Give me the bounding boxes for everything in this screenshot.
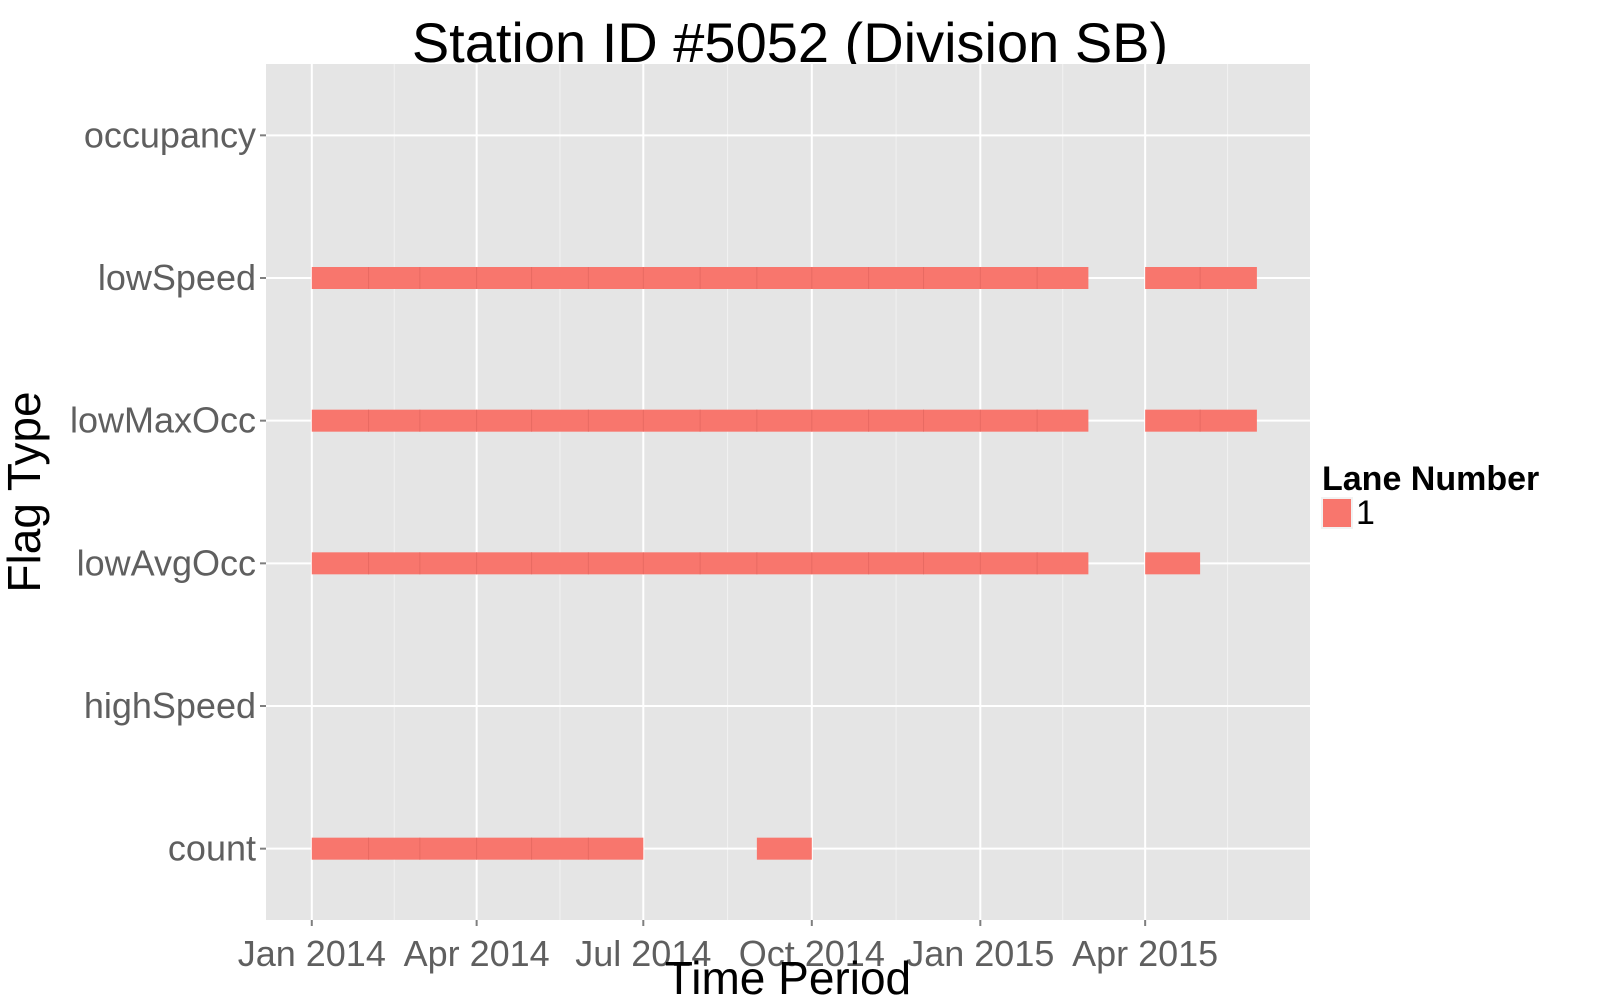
x-tick-label-5: Apr 2015 bbox=[1072, 933, 1218, 974]
legend: Lane Number 1 bbox=[1321, 460, 1539, 532]
y-tick-label-lowSpeed: lowSpeed bbox=[98, 257, 256, 298]
minor-gridlines bbox=[393, 64, 1229, 920]
x-tick-label-1: Apr 2014 bbox=[404, 933, 550, 974]
bar-count-0 bbox=[311, 837, 644, 860]
legend-title: Lane Number bbox=[1322, 460, 1539, 498]
x-axis-ticks: Jan 2014 Apr 2014 Jul 2014 Oct 2014 Jan 2015… bbox=[238, 920, 1218, 974]
y-tick-label-count: count bbox=[168, 828, 256, 869]
y-axis-title: Flag Type bbox=[0, 391, 50, 592]
legend-key-swatch bbox=[1321, 497, 1353, 529]
chart-title: Station ID #5052 (Division SB) bbox=[412, 11, 1168, 74]
bar-lowMaxOcc-5 bbox=[1145, 409, 1257, 432]
x-tick-label-4: Jan 2015 bbox=[906, 933, 1054, 974]
x-axis-title: Time Period bbox=[665, 952, 911, 1000]
legend-label-1: 1 bbox=[1356, 494, 1375, 532]
bar-count-1 bbox=[756, 837, 812, 860]
y-tick-label-lowAvgOcc: lowAvgOcc bbox=[77, 542, 256, 583]
bar-lowSpeed-7 bbox=[1145, 267, 1257, 289]
y-tick-label-lowMaxOcc: lowMaxOcc bbox=[70, 400, 256, 441]
y-tick-label-occupancy: occupancy bbox=[84, 114, 256, 155]
x-tick-label-0: Jan 2014 bbox=[238, 933, 386, 974]
bar-segments bbox=[311, 267, 1257, 860]
plot-panel bbox=[266, 64, 1310, 920]
y-axis-ticks: count highSpeed lowAvgOcc lowMaxOcc lowSpeed… bbox=[70, 114, 266, 869]
x-tick-label-3: Oct 2014 bbox=[739, 933, 885, 974]
x-tick-label-2: Jul 2014 bbox=[575, 933, 711, 974]
y-tick-label-highSpeed: highSpeed bbox=[84, 685, 256, 726]
bar-lowAvgOcc-3 bbox=[1145, 552, 1201, 575]
